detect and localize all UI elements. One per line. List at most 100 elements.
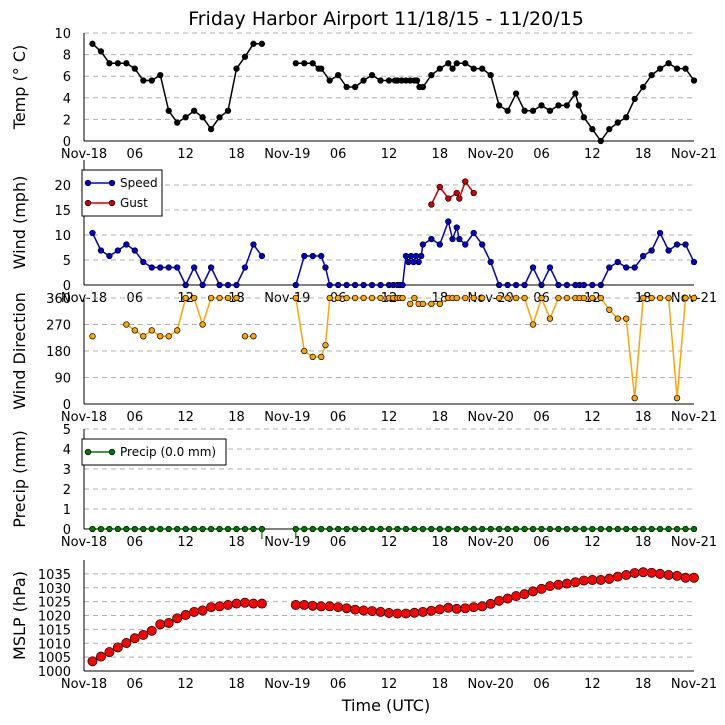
data-point (640, 294, 647, 302)
y-tick-label: 0 (63, 523, 71, 538)
y-tick-label: 8 (63, 49, 71, 64)
y-tick-label: 270 (46, 319, 71, 334)
data-point (629, 568, 640, 578)
data-point (112, 642, 123, 653)
data-point (563, 102, 571, 109)
data-point (614, 315, 621, 322)
data-point (546, 315, 554, 322)
x-tick-label: 06 (127, 291, 144, 306)
y-tick-label: 3 (63, 463, 71, 478)
data-point (157, 264, 164, 271)
data-point (368, 525, 376, 533)
data-point (351, 83, 359, 91)
data-point (504, 281, 511, 289)
data-point (89, 525, 96, 533)
x-tick-label: Nov-18 (61, 535, 107, 550)
data-point (384, 608, 394, 618)
data-point (318, 252, 325, 260)
data-point (131, 247, 138, 254)
data-point (563, 294, 571, 302)
x-tick-label: Nov-20 (468, 410, 514, 425)
data-point (606, 525, 613, 533)
data-point (462, 241, 469, 248)
data-point (449, 65, 456, 72)
data-point (521, 107, 528, 114)
legend-swatch-dot (108, 179, 116, 187)
data-point (216, 281, 223, 289)
data-point (121, 638, 132, 648)
legend-swatch-dot (108, 448, 116, 456)
x-tick-label: Nov-20 (468, 535, 514, 550)
data-point (631, 95, 638, 103)
data-point (250, 241, 257, 248)
data-point (407, 300, 414, 308)
data-point (479, 65, 486, 72)
data-point (589, 294, 596, 302)
data-point (292, 281, 299, 289)
data-point (256, 598, 267, 609)
data-point (512, 525, 520, 533)
x-tick-label: 18 (432, 677, 449, 692)
data-point (428, 201, 435, 208)
legend-precip: Precip (0.0 mm) (81, 438, 227, 466)
data-point (682, 65, 689, 72)
x-tick-label: 18 (432, 147, 449, 162)
x-tick-label: 06 (127, 147, 144, 162)
x-tick-label: 18 (228, 677, 245, 692)
data-point (385, 525, 393, 533)
data-point (572, 525, 579, 533)
data-point (190, 107, 198, 114)
y-tick-label: 90 (54, 372, 71, 387)
data-point (87, 656, 98, 667)
data-point (589, 281, 596, 289)
y-tick-label: 180 (46, 345, 71, 360)
data-point (411, 294, 418, 302)
x-tick-label: 06 (330, 677, 347, 692)
data-point (89, 333, 96, 340)
data-point (146, 625, 157, 636)
data-point (343, 83, 350, 91)
y-tick-label: 360 (46, 292, 71, 307)
data-point (690, 258, 698, 266)
data-point (309, 60, 316, 67)
data-point (521, 281, 528, 289)
data-point (106, 60, 113, 67)
data-point (301, 60, 308, 67)
data-point (241, 53, 249, 60)
y-tick-label: 1020 (38, 610, 71, 625)
data-point (250, 525, 257, 533)
data-point (495, 281, 503, 289)
data-point (504, 525, 511, 533)
y-axis-label: Wind (mph) (10, 176, 29, 270)
data-point (545, 581, 555, 592)
data-point (322, 341, 329, 349)
data-point (411, 525, 418, 533)
data-point (165, 264, 172, 271)
data-point (451, 603, 462, 614)
data-point (182, 114, 189, 121)
data-point (165, 525, 172, 533)
data-point (436, 241, 443, 248)
data-point (358, 605, 369, 616)
data-point (418, 252, 425, 260)
data-point (462, 525, 469, 533)
data-point (399, 281, 406, 289)
data-point (434, 604, 445, 615)
data-point (413, 77, 421, 84)
data-point (360, 77, 367, 84)
data-point (597, 281, 604, 289)
data-point (250, 40, 257, 47)
data-point (341, 603, 352, 614)
data-point (623, 525, 630, 533)
data-point (553, 579, 564, 590)
y-tick-label: 1 (63, 503, 71, 518)
x-tick-label: 12 (177, 147, 194, 162)
x-tick-label: 12 (177, 535, 194, 550)
data-point (333, 602, 344, 613)
series-precip-0 (89, 525, 698, 533)
panel-wind: 05101520Nov-18061218Nov-19061218Nov-2006… (10, 160, 717, 306)
data-point (538, 102, 545, 109)
y-tick-label: 1005 (38, 651, 71, 666)
data-point (419, 300, 427, 308)
data-point (97, 247, 105, 254)
